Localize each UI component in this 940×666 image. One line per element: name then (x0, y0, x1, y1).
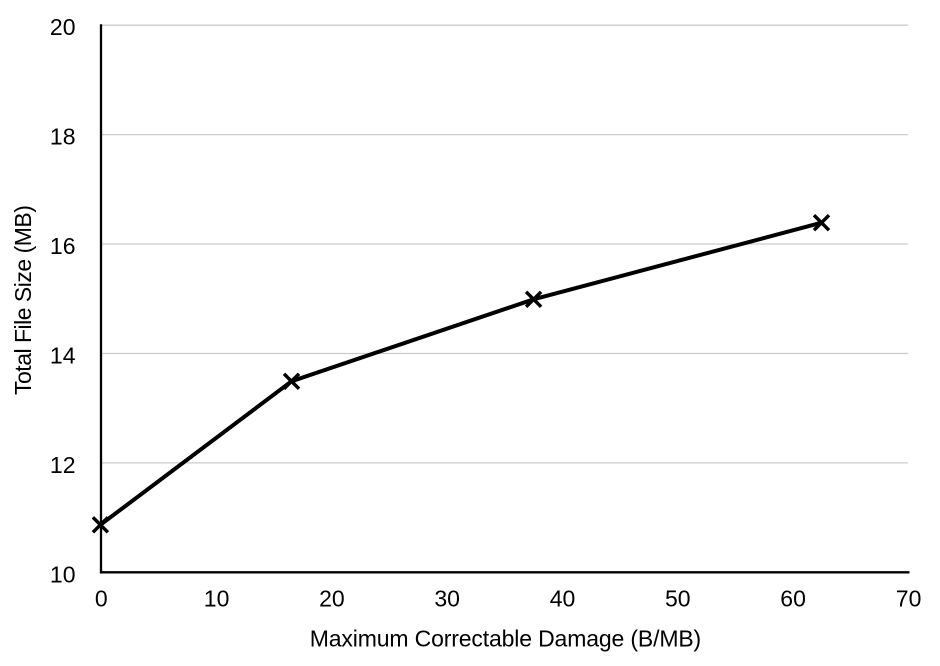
svg-text:70: 70 (896, 585, 922, 611)
svg-text:20: 20 (319, 585, 345, 611)
svg-text:Maximum Correctable Damage (B/: Maximum Correctable Damage (B/MB) (310, 625, 701, 651)
svg-text:Total File Size (MB): Total File Size (MB) (10, 206, 36, 395)
svg-text:16: 16 (50, 233, 76, 259)
svg-text:30: 30 (434, 585, 460, 611)
svg-text:50: 50 (665, 585, 691, 611)
svg-text:12: 12 (50, 452, 76, 478)
svg-text:10: 10 (50, 561, 76, 587)
svg-text:10: 10 (204, 585, 230, 611)
svg-text:40: 40 (550, 585, 576, 611)
svg-text:14: 14 (50, 342, 76, 368)
svg-text:20: 20 (50, 14, 76, 40)
svg-text:0: 0 (95, 585, 108, 611)
svg-text:60: 60 (780, 585, 806, 611)
svg-text:18: 18 (50, 124, 76, 150)
